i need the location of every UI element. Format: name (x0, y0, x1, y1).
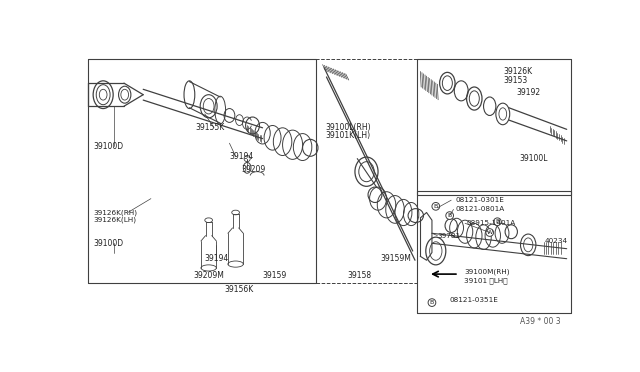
Text: 08121-0351E: 08121-0351E (450, 297, 499, 303)
Circle shape (486, 229, 493, 236)
Text: 39100L(RH): 39100L(RH) (326, 123, 371, 132)
Text: 39192: 39192 (516, 88, 541, 97)
Text: 39155K: 39155K (196, 123, 225, 132)
Text: 40234: 40234 (545, 238, 568, 244)
Circle shape (428, 299, 436, 307)
Text: 39209: 39209 (242, 165, 266, 174)
Text: 39156K: 39156K (224, 285, 253, 294)
Text: 39100M(RH): 39100M(RH) (464, 269, 510, 275)
Text: 39126K(RH): 39126K(RH) (93, 209, 137, 216)
Text: 39153: 39153 (504, 76, 528, 85)
Text: 39100D: 39100D (93, 142, 124, 151)
Text: 39101K(LH): 39101K(LH) (326, 131, 371, 140)
Text: 08121-0301E: 08121-0301E (456, 197, 505, 203)
Text: 39158: 39158 (348, 271, 371, 280)
Text: 39101 〈LH〉: 39101 〈LH〉 (464, 278, 508, 284)
Text: 39159M: 39159M (380, 254, 412, 263)
Text: 39126K(LH): 39126K(LH) (93, 217, 136, 224)
Text: A39 * 00 3: A39 * 00 3 (520, 317, 561, 326)
Text: 39781: 39781 (437, 232, 460, 238)
Text: 39100D: 39100D (93, 239, 124, 248)
Circle shape (432, 202, 440, 210)
Text: 39209M: 39209M (193, 271, 224, 280)
Text: 39126K: 39126K (504, 67, 532, 76)
Text: 39194: 39194 (230, 152, 253, 161)
Text: 08915-1401A: 08915-1401A (467, 220, 516, 226)
Text: W: W (486, 230, 493, 235)
Text: 39194: 39194 (205, 254, 229, 263)
Circle shape (493, 218, 501, 225)
Text: B: B (495, 219, 500, 224)
Text: 39159: 39159 (262, 271, 287, 280)
Text: B: B (434, 204, 438, 209)
Text: 08121-0801A: 08121-0801A (456, 206, 505, 212)
Text: 39100L: 39100L (519, 154, 547, 163)
Text: B: B (430, 300, 434, 305)
Text: B: B (447, 213, 452, 218)
Circle shape (446, 212, 454, 219)
